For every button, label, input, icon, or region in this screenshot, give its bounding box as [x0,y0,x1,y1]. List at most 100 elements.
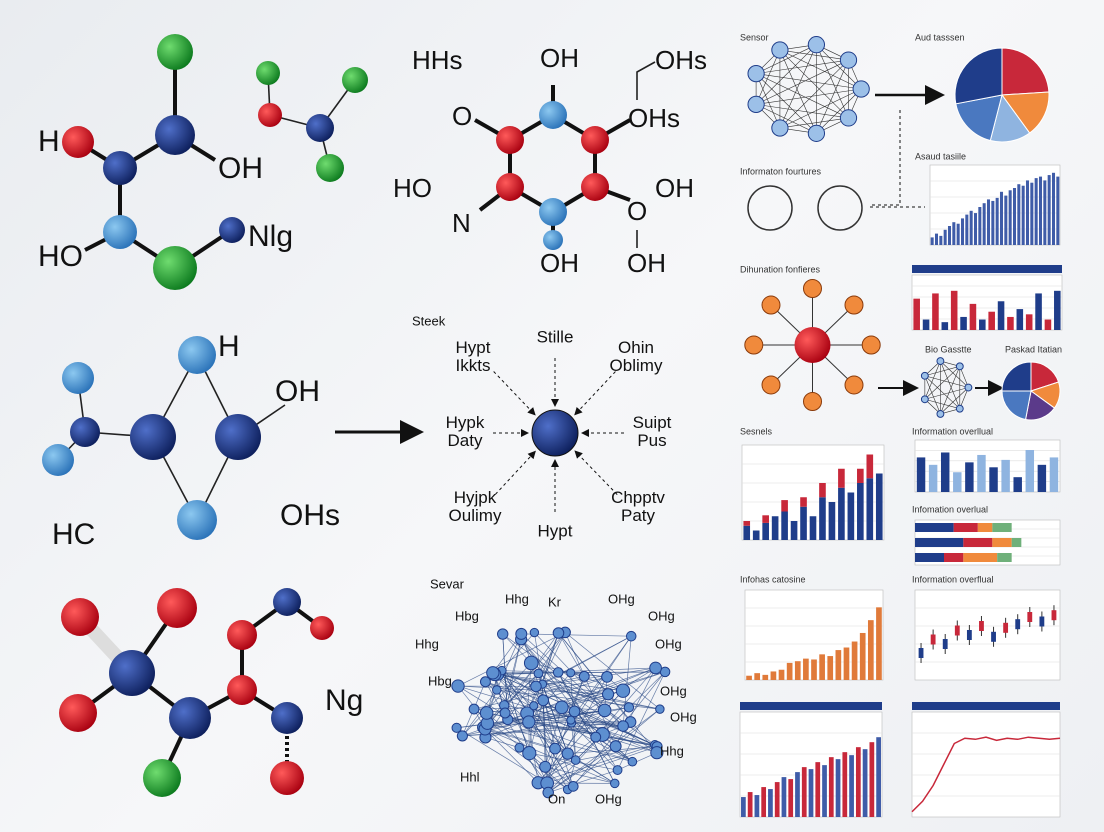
pie-slice [1030,361,1060,392]
node [650,746,664,760]
spoke-label: Stille [537,327,574,346]
node [529,627,540,638]
atom-label: H [38,125,60,158]
edge [924,366,960,400]
bar [1038,176,1043,245]
node [542,786,554,799]
node [522,715,536,729]
edge [924,360,941,400]
candle [1051,610,1057,621]
spoke-label: Hypt [538,521,573,540]
atom-label: OHs [655,45,707,75]
node [612,765,623,775]
edge [548,769,618,793]
candle [954,625,960,636]
node [456,730,468,742]
bar-segment [819,497,826,540]
bar [1025,314,1033,330]
edge [473,676,608,710]
spoke-label: Hypt Ikkts [456,338,491,375]
node-label: Hhg [505,591,529,606]
bar [827,656,834,680]
atom-label: H [218,330,240,363]
edge [520,639,603,735]
edge [779,88,862,129]
bar [835,759,841,817]
edge [940,366,961,415]
pie-slice [1001,361,1032,392]
node [794,327,831,363]
node-label: Hhg [660,743,684,758]
node-label: Hbg [428,673,452,688]
bar [770,671,777,680]
bar [940,452,950,492]
node [807,124,826,142]
network-diagram: Hhg Kr OHg Hbg OHg Hhg OHg Hbg OHg OHg Hhg Hhl On OHg [415,591,697,806]
node [497,628,509,640]
candle [1027,612,1033,622]
node [479,706,494,720]
node [655,704,665,714]
bar-segment [752,530,760,540]
node [539,760,552,773]
bar [835,650,842,680]
edge [483,727,539,783]
bar [761,787,767,817]
candle [979,621,984,631]
edge [816,88,862,134]
bar-segment [915,523,954,532]
edge [924,387,969,400]
edge [755,44,817,105]
edge [528,721,568,754]
bar [969,210,973,245]
edge [485,632,559,738]
bar [960,218,965,245]
pie-slice [1001,390,1032,421]
edge [779,117,849,129]
node [499,707,511,719]
edge [554,635,632,749]
bar [969,303,977,330]
bar [1054,290,1061,330]
node [861,335,881,355]
edge [755,49,781,105]
node [568,705,581,718]
edge [535,635,632,687]
node [530,680,542,693]
edge [755,59,849,105]
bar [1017,184,1021,245]
bar [943,229,947,245]
edge [492,672,629,708]
bar [930,237,934,245]
spoke-label: Suipt Pus [633,413,672,450]
edge [779,49,817,134]
spoke [493,371,536,416]
node [625,630,637,642]
atom-label: OH [627,248,666,278]
bar [934,233,939,245]
bar [932,293,939,330]
bar [913,298,920,330]
node [522,746,537,761]
bar-segment [781,500,788,512]
panel-title: Infohas catosine [740,574,806,584]
node [552,627,565,639]
node [771,119,789,137]
bar [876,607,882,680]
node [964,383,973,392]
panel-bg [914,439,1061,493]
edge [521,633,632,637]
bar [979,319,986,330]
panel-bg [929,164,1061,246]
bar [988,311,995,330]
edge [924,375,960,409]
edge [617,752,658,771]
node [936,409,945,418]
edge [501,632,535,671]
edge [756,73,862,90]
node [761,375,781,395]
node [601,688,615,701]
ring [747,185,793,231]
node [771,41,789,59]
